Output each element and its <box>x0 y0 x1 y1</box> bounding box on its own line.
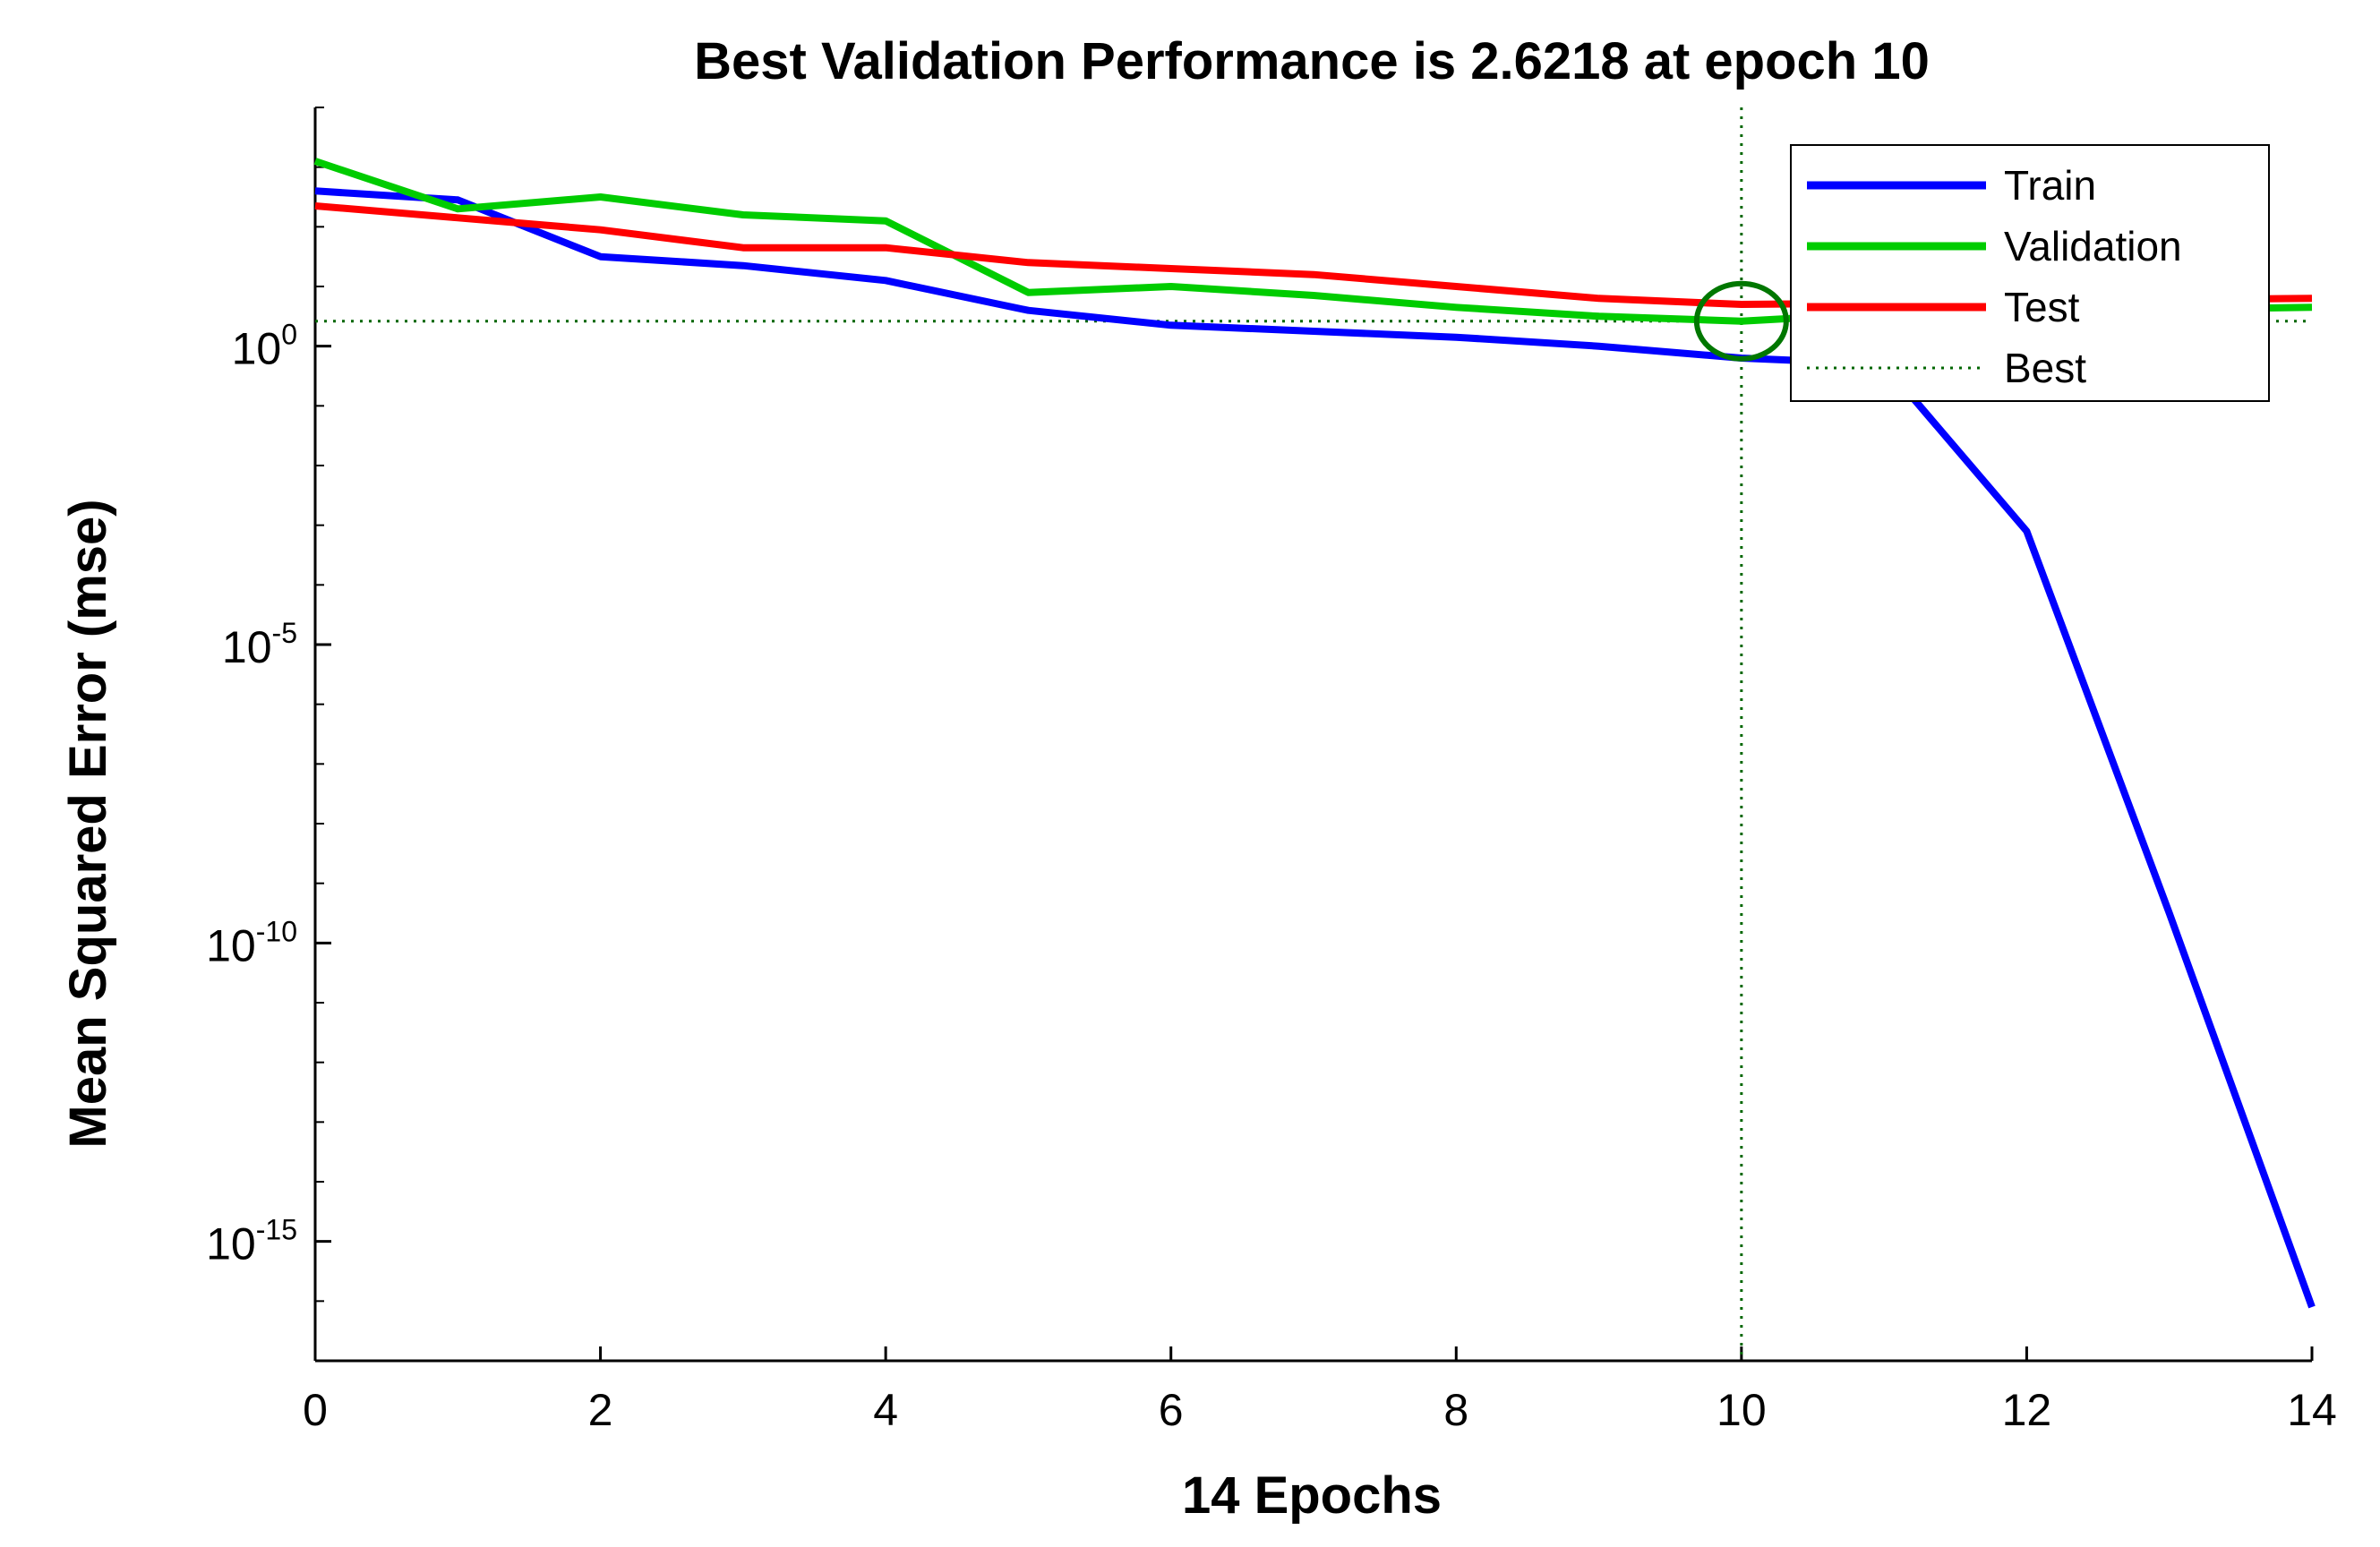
legend-label-best: Best <box>2004 345 2086 391</box>
x-tick-label: 4 <box>873 1385 898 1435</box>
y-tick-base: 10 <box>206 920 256 970</box>
y-tick-label: 100 <box>232 319 297 374</box>
series-line-train <box>314 187 2316 1309</box>
y-tick-base: 10 <box>232 324 282 374</box>
best-point-marker <box>1693 280 1789 362</box>
x-tick-label: 10 <box>1717 1385 1767 1435</box>
x-axis-label: 14 Epochs <box>1182 1466 1442 1525</box>
y-tick-exponent: 0 <box>281 319 297 351</box>
chart-title: Best Validation Performance is 2.6218 at… <box>694 32 1930 90</box>
legend-label-test: Test <box>2004 284 2080 330</box>
y-tick-base: 10 <box>206 1219 256 1269</box>
y-tick-exponent: -10 <box>256 915 297 947</box>
y-tick-label: 10-10 <box>206 915 297 970</box>
y-tick-label: 10-15 <box>206 1214 297 1269</box>
y-tick-exponent: -5 <box>272 617 297 649</box>
y-tick-base: 10 <box>222 622 272 672</box>
x-tick-label: 8 <box>1443 1385 1468 1435</box>
y-axis-label: Mean Squared Error (mse) <box>59 499 117 1148</box>
y-tick-exponent: -15 <box>256 1214 297 1246</box>
x-tick-label: 0 <box>303 1385 328 1435</box>
x-tick-label: 2 <box>588 1385 613 1435</box>
x-tick-label: 12 <box>2002 1385 2052 1435</box>
plot-area: 0 2 4 6 8 10 12 1410010-510-1010-15TrainValidat… <box>206 107 2337 1435</box>
x-tick-label: 14 <box>2287 1385 2337 1435</box>
legend-label-train: Train <box>2004 162 2096 209</box>
legend-label-validation: Validation <box>2004 223 2182 269</box>
y-tick-label: 10-5 <box>222 617 297 672</box>
x-tick-label: 6 <box>1159 1385 1184 1435</box>
